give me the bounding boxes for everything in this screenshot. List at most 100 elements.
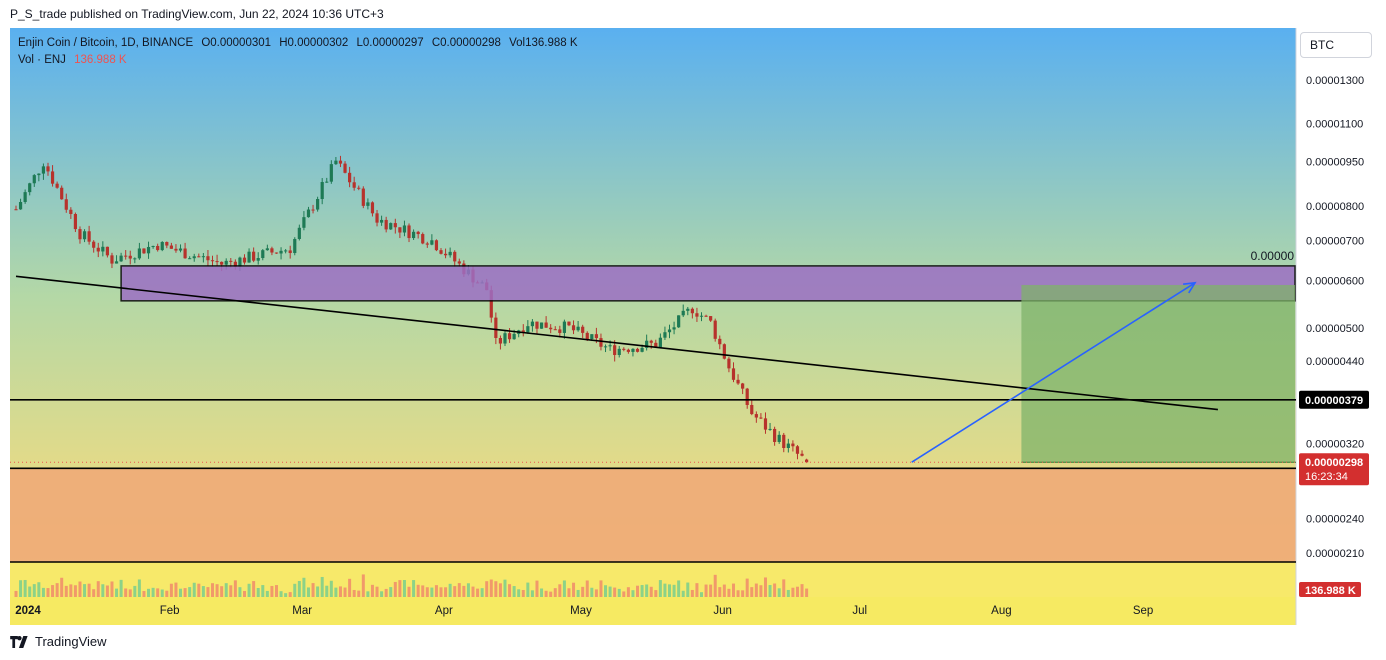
volume-bar (69, 584, 73, 597)
candle-body (274, 252, 279, 254)
candle-body (750, 404, 754, 415)
candle-body (416, 231, 420, 235)
candle-body (731, 368, 736, 380)
volume-band (10, 562, 1296, 597)
candle-body (380, 219, 384, 223)
candle-body (178, 248, 183, 251)
candle-body (23, 192, 27, 202)
candle-body (73, 213, 78, 230)
volume-bar (169, 583, 173, 597)
volume-bar (444, 587, 448, 597)
volume-bar (448, 583, 452, 597)
candle-body (530, 321, 535, 327)
volume-bar (92, 589, 96, 597)
volume-bar (599, 580, 603, 597)
candle-body (736, 379, 740, 384)
volume-bar (649, 586, 653, 597)
volume-bar (41, 587, 45, 597)
volume-bar (316, 586, 320, 597)
candle-body (242, 257, 247, 263)
volume-bar (338, 586, 342, 597)
volume-bar (572, 582, 576, 597)
volume-bar (192, 582, 196, 597)
candle-body (110, 255, 114, 264)
candle-body (709, 316, 713, 321)
volume-bar (750, 587, 754, 597)
last-price-tag (1299, 453, 1369, 486)
volume-bar (489, 579, 493, 597)
projection-arrow[interactable] (911, 282, 1196, 463)
volume-bar (137, 579, 141, 597)
volume-bar (270, 585, 274, 597)
candle-body (699, 315, 704, 317)
volume-bar (439, 587, 443, 597)
candle-body (389, 223, 393, 230)
candle-body (284, 250, 288, 252)
candle-body (101, 246, 105, 252)
volume-bar (188, 587, 192, 597)
candle-body (649, 340, 653, 343)
volume-bar (380, 591, 384, 597)
candle-body (192, 256, 196, 259)
volume-bar (654, 590, 658, 597)
volume-bar (87, 583, 91, 597)
volume-bar (156, 588, 160, 597)
candle-body (183, 248, 187, 259)
candle-body (558, 329, 562, 333)
volume-bar (96, 581, 100, 597)
volume-bar (412, 580, 416, 597)
volume-bar (581, 586, 585, 597)
volume-bar (791, 587, 795, 597)
volume-bar (521, 589, 525, 597)
candle-body (613, 345, 617, 355)
candle-body (119, 255, 123, 262)
candle-body (681, 310, 685, 316)
candle-body (754, 414, 758, 418)
candle-body (279, 250, 283, 254)
volume-bar (370, 584, 374, 597)
candle-body (704, 315, 708, 317)
volume-label[interactable]: Vol · ENJ (18, 54, 66, 66)
symbol-name[interactable]: Enjin Coin / Bitcoin, 1D, BINANCE (18, 37, 194, 49)
candle-body (503, 333, 507, 344)
currency-button[interactable]: BTC (1300, 32, 1372, 58)
candle-body (608, 345, 612, 347)
volume-bar (51, 585, 55, 597)
candle-body (96, 247, 100, 252)
candle-body (156, 245, 160, 251)
candle-body (585, 332, 589, 339)
volume-bar (220, 586, 224, 597)
volume-bar (576, 589, 580, 597)
volume-bar (288, 592, 292, 597)
volume-bar (238, 587, 242, 597)
candle-body (124, 255, 128, 257)
candle-body (553, 329, 557, 331)
volume-bar (713, 574, 717, 597)
volume-bar (128, 589, 132, 597)
candle-body (690, 308, 694, 314)
candle-body (69, 209, 73, 214)
volume-bar (247, 583, 251, 597)
candle-body (14, 209, 18, 211)
volume-bar (494, 581, 498, 597)
candle-body (46, 166, 50, 172)
volume-bar (352, 589, 356, 597)
volume-bar (384, 588, 388, 597)
long-position-target[interactable] (1021, 284, 1295, 463)
price-axis-background (1297, 28, 1375, 625)
candle-body (325, 181, 329, 183)
x-tick-label: Jul (852, 605, 867, 617)
candle-body (215, 261, 219, 263)
candle-body (265, 248, 269, 251)
trendline[interactable] (15, 275, 1218, 411)
candle-body (334, 160, 338, 165)
candle-body (146, 246, 151, 254)
candle-body (590, 334, 594, 339)
volume-bar (631, 590, 635, 597)
volume-indicator-value: 136.988 K (74, 54, 127, 66)
volume-bar (700, 592, 703, 597)
volume-bar (64, 585, 68, 597)
candle-body (430, 240, 434, 245)
volume-bar (197, 583, 201, 597)
